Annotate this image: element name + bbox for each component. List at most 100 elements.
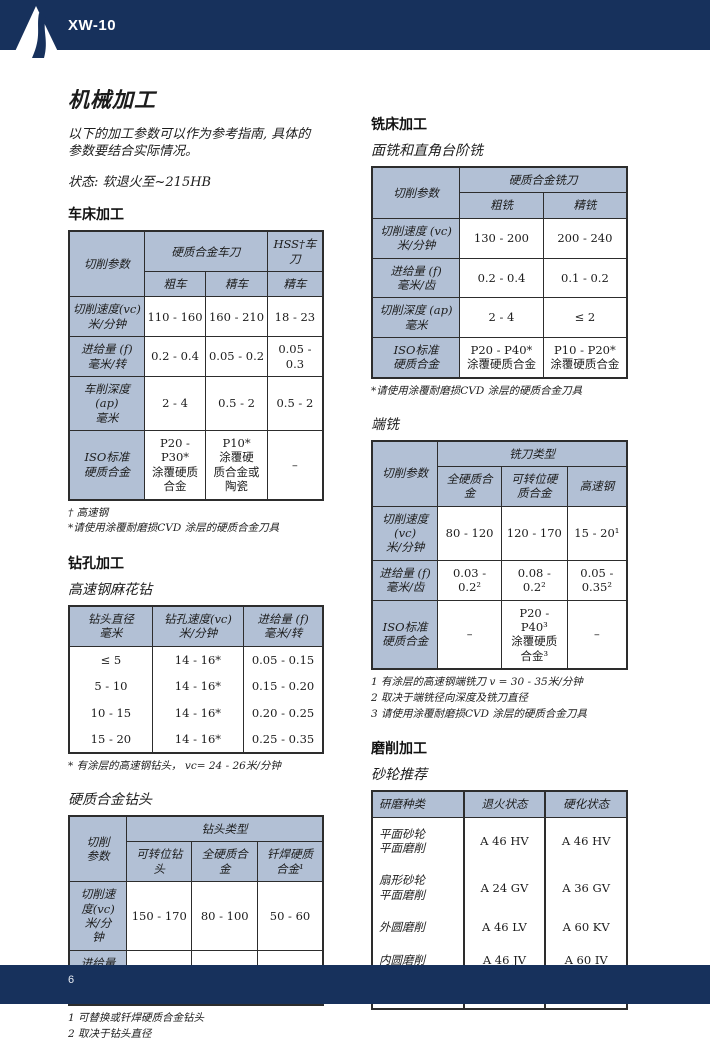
value-cell: P10* 涂覆硬 质合金或 陶瓷 [205, 430, 268, 501]
drill-header-diameter: 钻头直径 毫米 [68, 605, 153, 647]
value-cell: A 60 KV [544, 911, 628, 944]
table-row: 扇形砂轮 平面磨削 A 24 GV A 36 GV [371, 864, 628, 912]
grinding-header-hardened: 硬化状态 [544, 790, 628, 818]
drilling-table: 钻头直径 毫米 钻孔速度(vc) 米/分钟 进给量 (f) 毫米/转 ≤ 5 1… [68, 605, 324, 755]
turning-group-hss: HSS†车刀 [266, 230, 324, 273]
value-cell: ≤ 5 [68, 646, 153, 674]
turning-sub-hss-finish: 精车 [266, 271, 324, 298]
value-cell: 0.2 - 0.4 [143, 336, 207, 377]
end-milling-subheading: 端铣 [371, 416, 399, 433]
table-row: 进给量 (f) 毫米/转 0.2 - 0.4 0.05 - 0.2 0.05 -… [68, 336, 324, 377]
value-cell: 18 - 23 [266, 296, 324, 338]
grind-type-cell: 扇形砂轮 平面磨削 [371, 864, 465, 912]
section-heading-grinding: 磨削加工 [371, 740, 427, 757]
table-row: 切削速度 (vc) 米/分钟 80 - 120 120 - 170 15 - 2… [371, 505, 628, 561]
table-row: 切削速 度(vc) 米/分 钟 150 - 170 80 - 100 50 - … [68, 881, 324, 951]
value-cell: P20 - P30* 涂覆硬质 合金 [143, 430, 207, 501]
endmill-sub-hss: 高速钢 [566, 465, 628, 507]
section-heading-milling: 铣床加工 [371, 116, 427, 132]
value-cell: 2 - 4 [143, 375, 207, 432]
value-cell: A 36 GV [544, 864, 628, 912]
milling-subheading: 面铣和直角台阶铣 [371, 143, 483, 159]
drilling-footnotes: * 有涂层的高速钢钻头， vc= 24 - 26米/分钟 [68, 760, 281, 773]
grinding-header-type: 研磨种类 [371, 790, 465, 818]
value-cell: A 46 HV [462, 817, 547, 865]
value-cell: 150 - 170 [125, 881, 193, 951]
param-cell: ISO标准 硬质合金 [371, 599, 439, 670]
milling-param-header: 切削参数 [371, 166, 461, 219]
value-cell: 0.25 - 0.35 [243, 725, 324, 754]
value-cell: 0.08 - 0.2² [500, 559, 568, 601]
value-cell: 120 - 170 [500, 505, 568, 561]
value-cell: A 46 HV [544, 817, 628, 865]
turning-footnotes: † 高速钢 *请使用涂覆耐磨损CVD 涂层的硬质合金刀具 [68, 506, 280, 535]
value-cell: P10 - P20* 涂覆硬质合金 [542, 336, 628, 379]
value-cell: P20 - P40³ 涂覆硬质 合金³ [500, 599, 568, 670]
page-title: 机械加工 [68, 87, 156, 112]
value-cell: 200 - 240 [542, 217, 628, 259]
value-cell: – [437, 599, 502, 670]
drill-header-feed: 进给量 (f) 毫米/转 [243, 605, 324, 647]
param-cell: ISO标准 硬质合金 [68, 430, 145, 501]
value-cell: 0.20 - 0.25 [243, 699, 324, 726]
grinding-header-annealed: 退火状态 [462, 790, 547, 818]
end-milling-table: 切削参数 铣刀类型 全硬质合 金 可转位硬 质合金 高速钢 切削速度 (vc) … [371, 439, 628, 670]
turning-table: 切削参数 硬质合金车刀 HSS†车刀 粗车 精车 精车 切削速度(vc) 米/分… [68, 230, 324, 501]
drill-header-speed: 钻孔速度(vc) 米/分钟 [151, 605, 245, 647]
table-row: 车削深度 (ap) 毫米 2 - 4 0.5 - 2 0.5 - 2 [68, 375, 324, 432]
value-cell: 14 - 16* [151, 673, 245, 700]
grind-type-cell: 外圆磨削 [371, 911, 465, 944]
carbide-sub-indexable: 可转位钻 头 [125, 841, 193, 883]
grind-type-cell: 平面砂轮 平面磨削 [371, 817, 465, 865]
table-row: 切削速度 (vc) 米/分钟 130 - 200 200 - 240 [371, 217, 628, 259]
drilling-subheading: 高速钢麻花钻 [68, 582, 152, 599]
endmill-sub-indexable: 可转位硬 质合金 [500, 465, 568, 507]
intro-line-1: 以下的加工参数可以作为参考指南, 具体的 [68, 127, 311, 142]
value-cell: 2 - 4 [459, 297, 544, 338]
milling-group-carbide: 硬质合金铣刀 [459, 166, 628, 194]
carbide-sub-solid: 全硬质合 金 [191, 841, 258, 883]
value-cell: 110 - 160 [143, 296, 207, 338]
intro-paragraph: 以下的加工参数可以作为参考指南, 具体的 参数要结合实际情况。 [68, 126, 324, 160]
value-cell: 80 - 120 [437, 505, 502, 561]
param-cell: 切削速度(vc) 米/分钟 [68, 296, 145, 338]
turning-group-carbide: 硬质合金车刀 [143, 230, 268, 273]
value-cell: 0.15 - 0.20 [243, 673, 324, 700]
table-row: 进给量 (f) 毫米/齿 0.2 - 0.4 0.1 - 0.2 [371, 257, 628, 299]
carbide-drill-footnotes: 1 可替换或钎焊硬质合金钻头 2 取决于钻头直径 [68, 1011, 205, 1040]
table-row: ISO标准 硬质合金 P20 - P40* 涂覆硬质合金 P10 - P20* … [371, 336, 628, 379]
left-column: 机械加工 以下的加工参数可以作为参考指南, 具体的 参数要结合实际情况。 状态: … [68, 84, 324, 1042]
product-code: XW-10 [68, 17, 117, 34]
table-row: 外圆磨削 A 46 LV A 60 KV [371, 911, 628, 944]
endmill-param-header: 切削参数 [371, 440, 439, 507]
value-cell: 0.05 - 0.15 [243, 646, 324, 674]
table-row: 切削深度 (ap) 毫米 2 - 4 ≤ 2 [371, 297, 628, 338]
param-cell: 切削深度 (ap) 毫米 [371, 297, 461, 338]
table-row: ≤ 5 14 - 16* 0.05 - 0.15 [68, 646, 324, 674]
milling-sub-finish: 精铣 [542, 192, 628, 219]
turning-sub-rough: 粗车 [143, 271, 207, 298]
value-cell: A 46 LV [462, 911, 547, 944]
value-cell: 0.05 - 0.2 [205, 336, 268, 377]
param-cell: 进给量 (f) 毫米/转 [68, 336, 145, 377]
value-cell: 0.05 - 0.35² [566, 559, 628, 601]
table-row: 5 - 10 14 - 16* 0.15 - 0.20 [68, 673, 324, 700]
param-cell: 车削深度 (ap) 毫米 [68, 375, 145, 432]
value-cell: 0.05 - 0.3 [266, 336, 324, 377]
param-cell: 进给量 (f) 毫米/齿 [371, 559, 439, 601]
table-row: ISO标准 硬质合金 – P20 - P40³ 涂覆硬质 合金³ – [371, 599, 628, 670]
value-cell: 14 - 16* [151, 699, 245, 726]
table-row: 平面砂轮 平面磨削 A 46 HV A 46 HV [371, 817, 628, 865]
value-cell: 15 - 20¹ [566, 505, 628, 561]
page-number: 6 [68, 974, 75, 986]
value-cell: 50 - 60 [256, 881, 324, 951]
value-cell: 80 - 100 [191, 881, 258, 951]
carbide-sub-brazed: 钎焊硬质 合金¹ [256, 841, 324, 883]
value-cell: 130 - 200 [459, 217, 544, 259]
grinding-subheading: 砂轮推荐 [371, 767, 427, 784]
section-heading-drilling: 钻孔加工 [68, 555, 124, 572]
table-row: ISO标准 硬质合金 P20 - P30* 涂覆硬质 合金 P10* 涂覆硬 质… [68, 430, 324, 501]
table-row: 切削速度(vc) 米/分钟 110 - 160 160 - 210 18 - 2… [68, 296, 324, 338]
value-cell: 0.1 - 0.2 [542, 257, 628, 299]
